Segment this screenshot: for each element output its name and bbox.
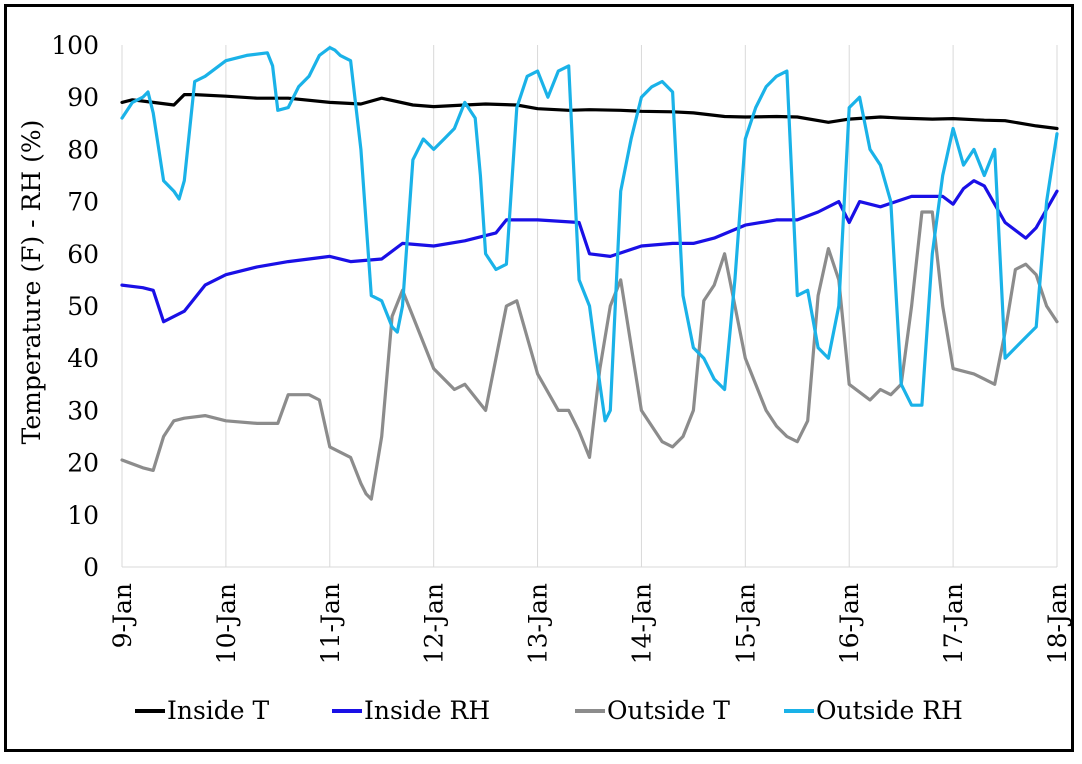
series-line-inside-rh [120, 179, 1059, 324]
y-tick-label: 90 [67, 83, 99, 112]
y-axis-label: Temperature (F) - RH (%) [17, 120, 46, 445]
x-tick-label: 10-Jan [212, 583, 241, 664]
y-tick-label: 100 [51, 31, 99, 60]
chart-frame: 0 10 20 30 40 50 60 70 80 90 100 9-Jan 10-Jan 11-Jan… [4, 4, 1074, 752]
series-line-outside-t [120, 210, 1059, 501]
legend-label: Outside T [607, 696, 730, 725]
x-tick-labels: 9-Jan 10-Jan 11-Jan 12-Jan 13-Jan 14-Jan 15-Ja… [108, 583, 1071, 664]
x-tick-label: 13-Jan [524, 583, 553, 664]
x-tick-label: 12-Jan [420, 583, 449, 664]
x-tick-label: 16-Jan [835, 583, 864, 664]
line-chart: 0 10 20 30 40 50 60 70 80 90 100 9-Jan 10-Jan 11-Jan… [17, 31, 1071, 725]
legend-label: Inside RH [364, 696, 490, 725]
y-tick-label: 10 [67, 501, 99, 530]
x-tick-label: 15-Jan [731, 583, 760, 664]
y-tick-label: 0 [83, 553, 99, 582]
y-tick-labels: 0 10 20 30 40 50 60 70 80 90 100 [51, 31, 99, 582]
x-tick-label: 11-Jan [316, 583, 345, 664]
series-line-outside-rh [120, 45, 1059, 423]
legend-label: Outside RH [816, 696, 963, 725]
x-tick-label: 17-Jan [939, 583, 968, 664]
y-tick-label: 70 [67, 188, 99, 217]
y-tick-label: 80 [67, 135, 99, 164]
series-line-inside-t [120, 92, 1059, 131]
legend: Inside T Inside RH Outside T Outside RH [135, 696, 963, 725]
y-tick-label: 40 [67, 344, 99, 373]
series-lines [120, 45, 1059, 501]
gridlines [121, 45, 1058, 568]
y-tick-label: 20 [67, 449, 99, 478]
legend-label: Inside T [167, 696, 270, 725]
x-tick-label: 18-Jan [1043, 583, 1071, 664]
x-tick-label: 14-Jan [627, 583, 656, 664]
y-tick-label: 60 [67, 240, 99, 269]
y-tick-label: 50 [67, 292, 99, 321]
y-tick-label: 30 [67, 396, 99, 425]
x-tick-label: 9-Jan [108, 583, 137, 648]
